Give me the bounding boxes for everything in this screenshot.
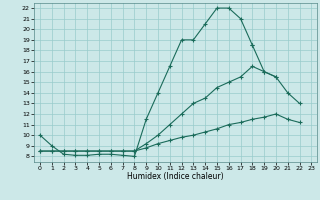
- X-axis label: Humidex (Indice chaleur): Humidex (Indice chaleur): [127, 172, 224, 181]
